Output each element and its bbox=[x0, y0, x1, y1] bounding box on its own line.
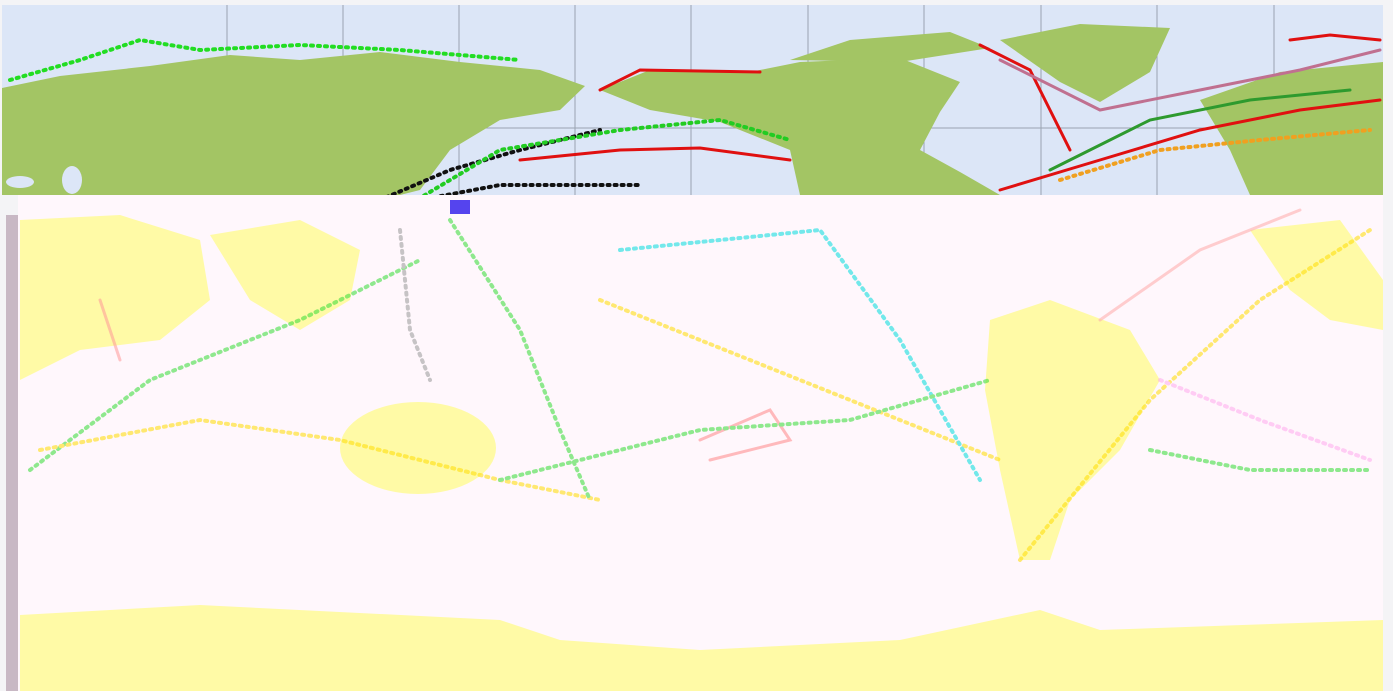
track bbox=[1018, 228, 1372, 562]
lakes bbox=[6, 166, 82, 194]
track bbox=[1148, 448, 1372, 472]
islands bbox=[210, 220, 360, 330]
track bbox=[618, 227, 982, 482]
eurasia bbox=[2, 52, 585, 195]
track bbox=[518, 146, 792, 162]
track bbox=[998, 48, 1382, 112]
track bbox=[448, 218, 592, 502]
left-bar bbox=[6, 215, 18, 691]
track bbox=[1048, 88, 1352, 172]
track bbox=[998, 98, 1382, 192]
lake bbox=[62, 166, 82, 194]
track bbox=[1098, 208, 1302, 322]
track bbox=[598, 68, 762, 92]
arctic-islands bbox=[790, 32, 990, 62]
tracks-north bbox=[8, 33, 1382, 212]
land-south bbox=[20, 215, 1383, 691]
greenland bbox=[1000, 24, 1170, 102]
track bbox=[598, 298, 1002, 462]
track bbox=[28, 258, 422, 472]
asia-south bbox=[20, 215, 210, 380]
europe bbox=[1200, 62, 1383, 195]
australia bbox=[340, 402, 496, 494]
track bbox=[1288, 33, 1382, 42]
track bbox=[8, 37, 522, 82]
land-north bbox=[2, 24, 1383, 195]
track bbox=[98, 298, 122, 362]
track bbox=[38, 417, 602, 502]
track bbox=[1058, 128, 1372, 182]
marker bbox=[450, 200, 470, 214]
south-america bbox=[985, 300, 1160, 560]
lake bbox=[6, 176, 34, 188]
tracks-south bbox=[28, 208, 1372, 562]
north-america bbox=[600, 58, 1000, 195]
track bbox=[1158, 378, 1372, 462]
track bbox=[498, 378, 992, 482]
track bbox=[398, 228, 432, 382]
africa bbox=[1250, 220, 1383, 330]
antarctica bbox=[20, 605, 1383, 691]
track bbox=[398, 117, 792, 212]
track bbox=[978, 43, 1072, 152]
